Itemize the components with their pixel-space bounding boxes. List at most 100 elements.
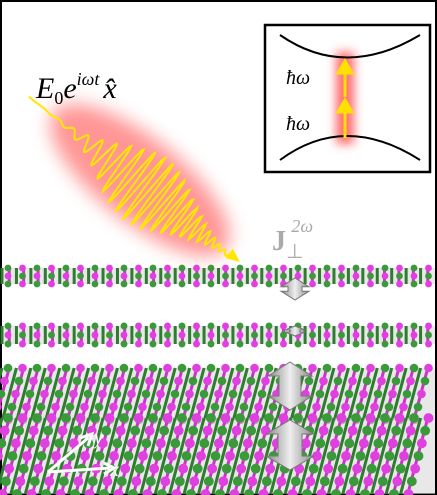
atom [19, 341, 26, 348]
atom [280, 341, 287, 348]
atom [11, 438, 21, 448]
atom [63, 341, 70, 348]
atom [203, 426, 213, 436]
atom [179, 273, 186, 280]
atom [34, 281, 41, 288]
symbol: E [35, 72, 54, 105]
atom [240, 403, 249, 412]
atom [359, 390, 368, 399]
atom [363, 377, 372, 386]
atom [196, 451, 206, 461]
atom [319, 377, 328, 386]
atom [295, 341, 302, 348]
atom [159, 426, 169, 436]
atom [167, 403, 176, 412]
atom [406, 377, 415, 386]
atom [135, 265, 142, 272]
atom [48, 281, 55, 288]
atom [353, 281, 360, 288]
atom [237, 341, 244, 348]
atom [55, 390, 64, 399]
atom [179, 332, 186, 339]
atom [192, 364, 201, 373]
axis-label: y [92, 427, 103, 449]
atom [247, 377, 256, 386]
atom [145, 426, 155, 436]
atom [265, 464, 275, 474]
atom [208, 323, 215, 330]
atom [47, 413, 57, 423]
atom [19, 323, 26, 330]
atom [188, 426, 198, 436]
figure: E0eiωtx̂ ħω ħω J⊥2ω y x [0, 0, 437, 495]
atom [174, 426, 184, 436]
atom [352, 464, 362, 474]
atom [77, 323, 84, 330]
atom [388, 438, 398, 448]
atom [247, 476, 257, 486]
atom [359, 438, 369, 448]
atom [77, 265, 84, 272]
atom [164, 332, 171, 339]
atom [156, 438, 166, 448]
atom [338, 464, 348, 474]
atom [121, 273, 128, 280]
atom [382, 332, 389, 339]
atom [266, 281, 273, 288]
atom [305, 377, 314, 386]
atom [266, 323, 273, 330]
atom [113, 390, 122, 399]
atom [189, 377, 198, 386]
atom [251, 332, 258, 339]
atom [92, 281, 99, 288]
atom [106, 332, 113, 339]
atom [208, 273, 215, 280]
atom [251, 273, 258, 280]
atom [148, 413, 158, 423]
atom [330, 438, 340, 448]
atom [106, 323, 113, 330]
atom [5, 273, 12, 280]
atom [338, 341, 345, 348]
atom [338, 281, 345, 288]
atom [280, 323, 287, 330]
atom [324, 332, 331, 339]
atom [116, 377, 125, 386]
atom [396, 464, 406, 474]
atom [160, 377, 169, 386]
atom [382, 341, 389, 348]
atom [251, 464, 261, 474]
atom [15, 377, 24, 386]
atom [353, 341, 360, 348]
atom [276, 476, 286, 486]
atom [222, 281, 229, 288]
atom [391, 426, 401, 436]
atom [309, 332, 316, 339]
atom [19, 281, 26, 288]
atom [18, 413, 28, 423]
atom [425, 281, 432, 288]
atom [207, 464, 217, 474]
atom [66, 403, 75, 412]
atom [367, 332, 374, 339]
atom [312, 403, 321, 412]
atom [382, 281, 389, 288]
atom [19, 464, 29, 474]
atom [367, 464, 377, 474]
atom [160, 476, 170, 486]
atom [185, 438, 195, 448]
subscript: ⊥ [286, 241, 303, 263]
atom [309, 323, 316, 330]
photon-label: ħω [286, 67, 310, 89]
atom [351, 413, 361, 423]
atom [411, 265, 418, 272]
atom [33, 464, 43, 474]
atom [258, 390, 267, 399]
atom [8, 403, 17, 412]
atom [120, 464, 130, 474]
atom [80, 403, 89, 412]
atom [265, 364, 274, 373]
atom [237, 265, 244, 272]
atom [421, 377, 430, 386]
atom [59, 476, 69, 486]
